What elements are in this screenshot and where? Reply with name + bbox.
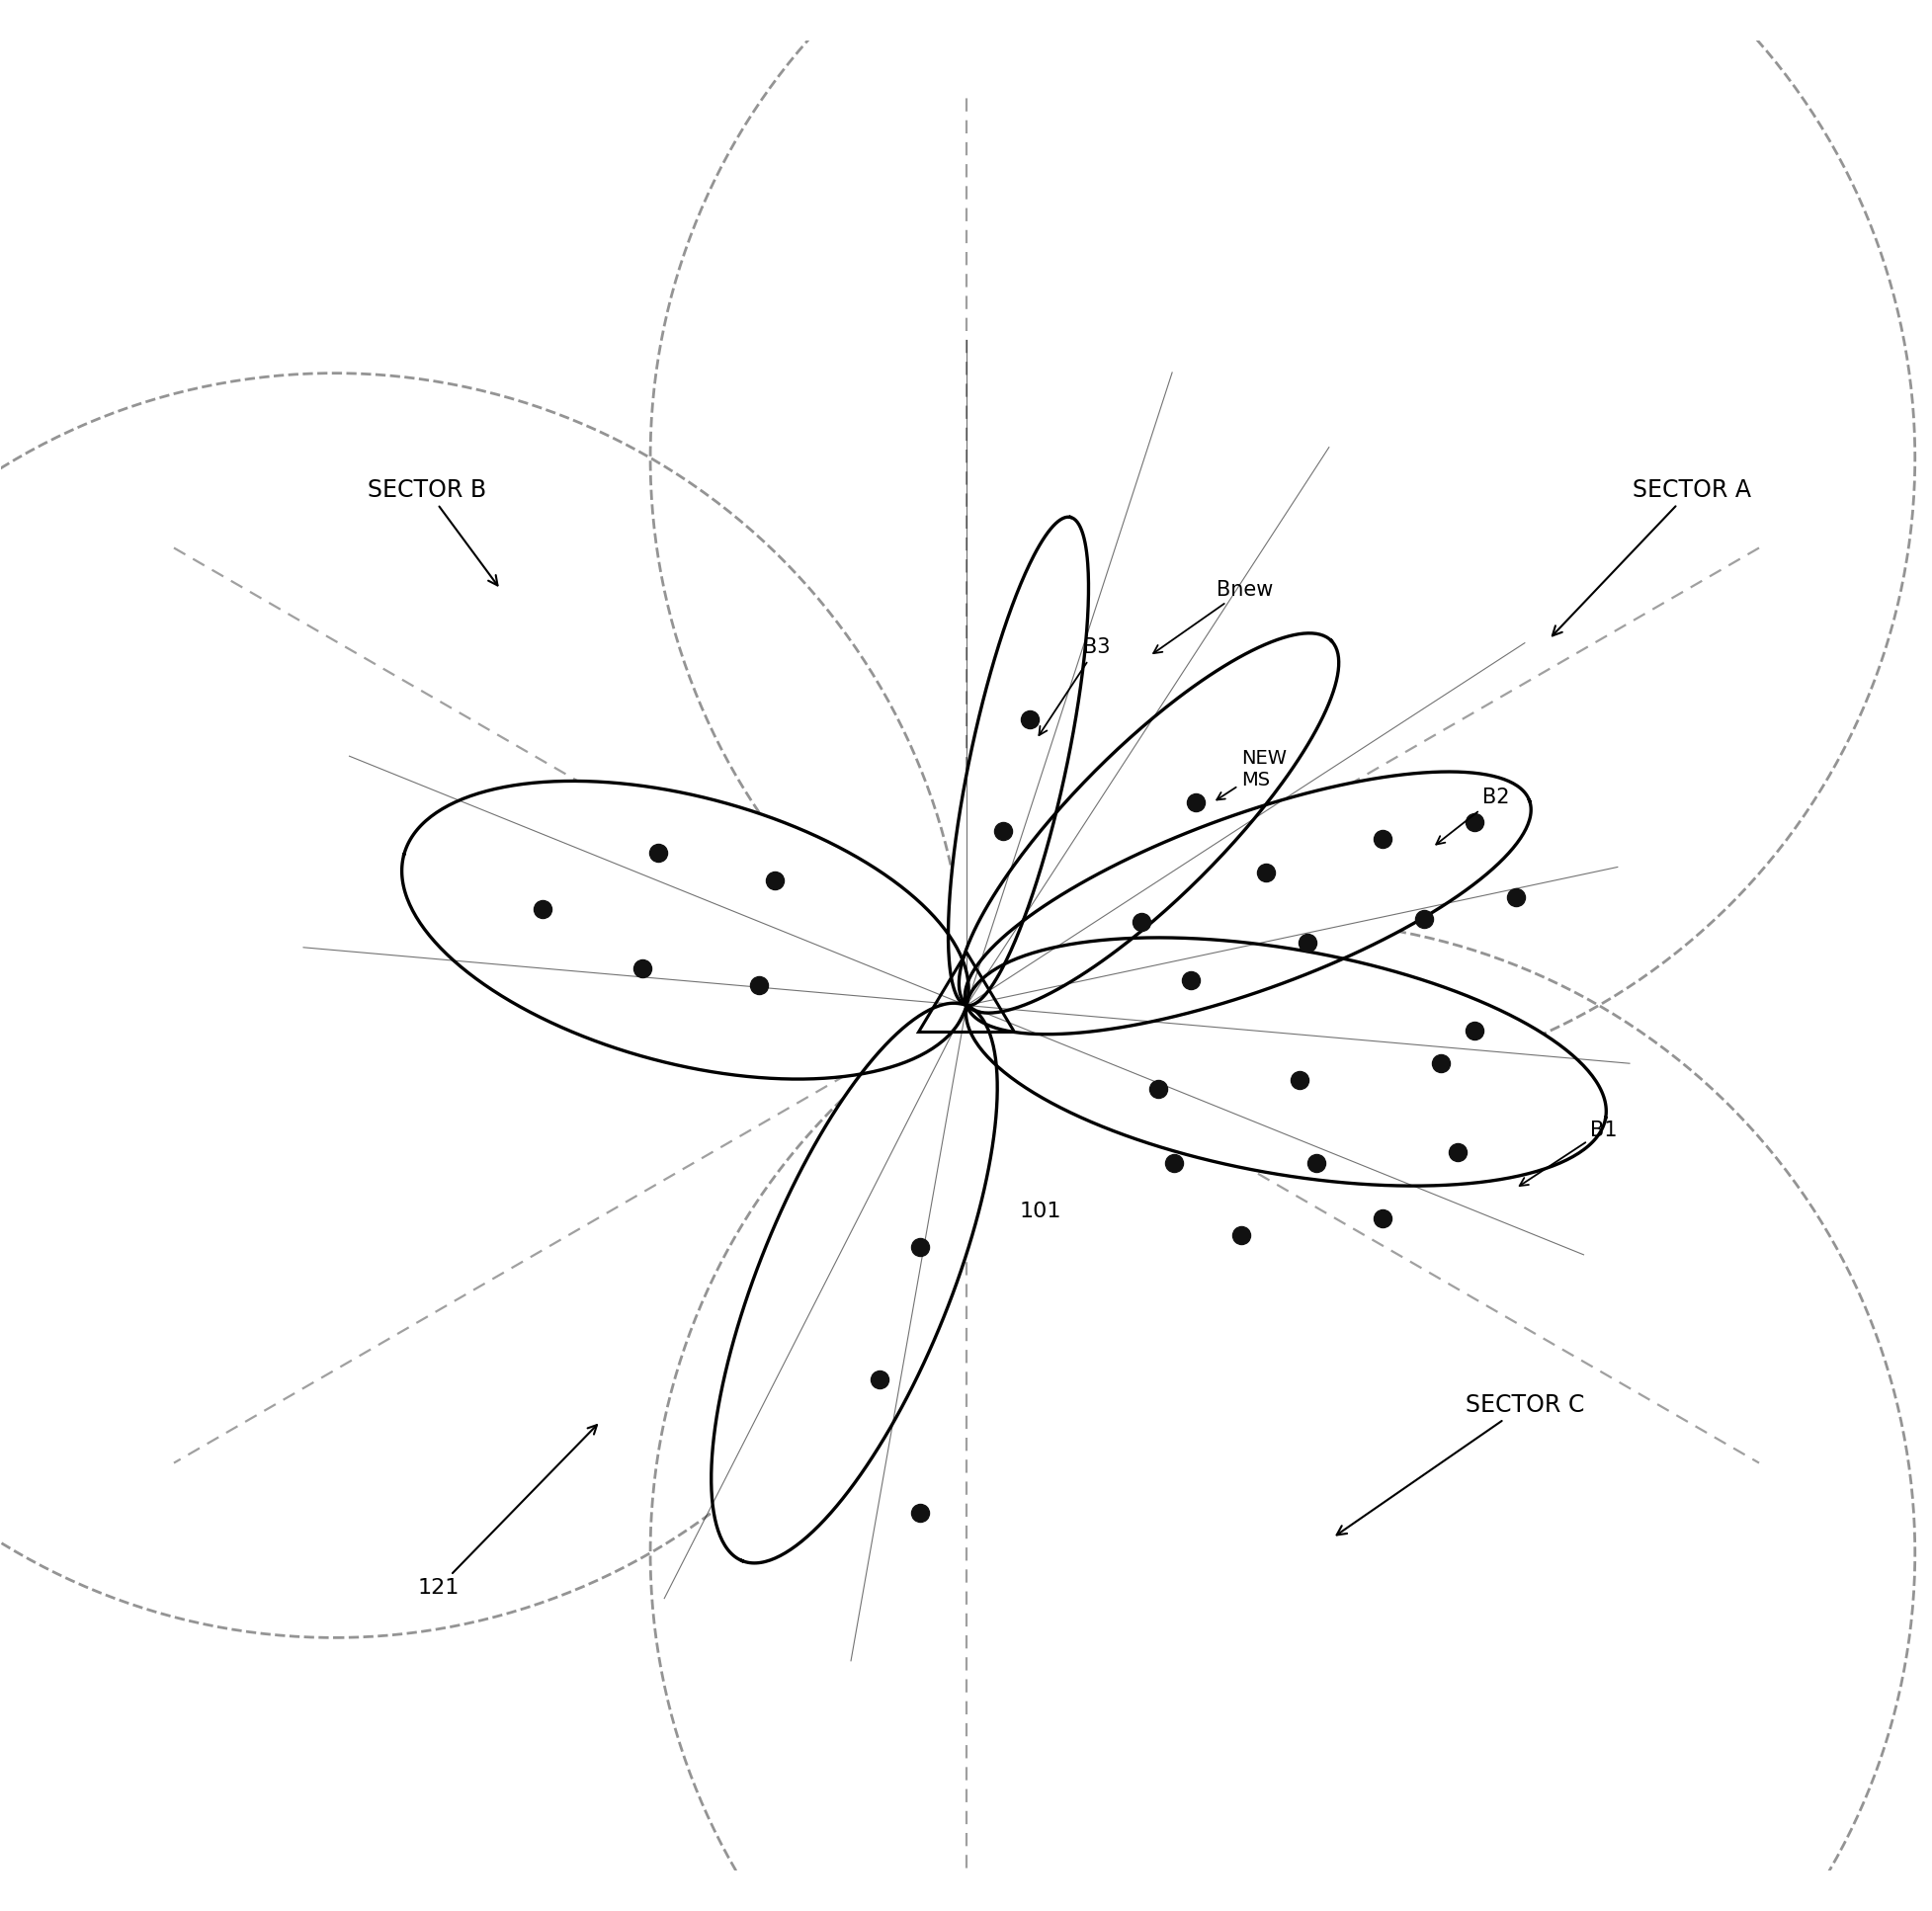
Polygon shape: [964, 772, 1530, 1034]
Polygon shape: [949, 518, 1088, 1005]
Text: 101: 101: [1020, 1202, 1061, 1221]
Text: NEW
MS: NEW MS: [1215, 749, 1287, 801]
Polygon shape: [402, 782, 968, 1080]
Text: SECTOR B: SECTOR B: [367, 478, 497, 585]
Polygon shape: [958, 633, 1339, 1013]
Text: SECTOR A: SECTOR A: [1551, 478, 1750, 636]
Text: B3: B3: [1039, 638, 1109, 736]
Text: SECTOR C: SECTOR C: [1337, 1393, 1584, 1535]
Text: B1: B1: [1519, 1120, 1617, 1187]
Polygon shape: [711, 1003, 997, 1563]
Text: 121: 121: [417, 1426, 597, 1598]
Text: B2: B2: [1435, 787, 1509, 845]
Polygon shape: [966, 938, 1605, 1187]
Text: Bnew: Bnew: [1153, 579, 1271, 654]
